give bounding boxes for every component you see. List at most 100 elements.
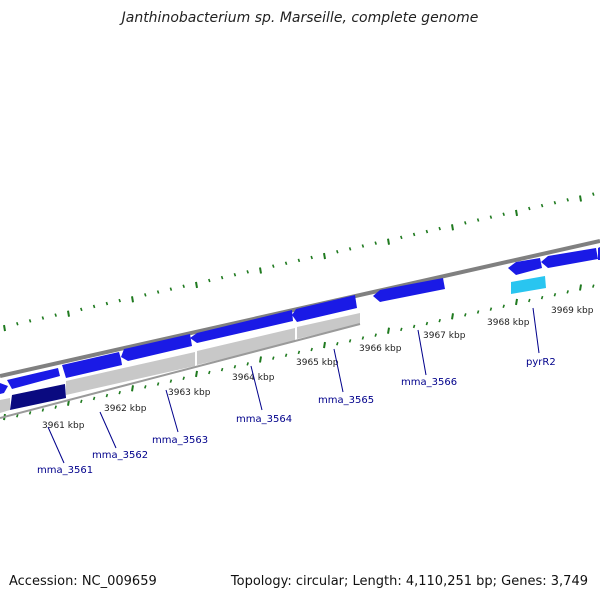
major-tick [131, 385, 134, 392]
map-title: Janthinobacterium sp. Marseille, complet… [121, 10, 479, 26]
accession-text: Accession: NC_009659 [9, 574, 157, 589]
gene-arrow-mma3563 [121, 334, 192, 361]
minor-tick [41, 316, 45, 320]
minor-tick [400, 327, 403, 332]
gene-label-mma3561: mma_3561 [37, 465, 93, 476]
minor-tick [272, 356, 275, 360]
major-tick [451, 224, 454, 231]
leader-mma3566 [417, 329, 427, 376]
gene-label-mma3564: mma_3564 [236, 414, 292, 425]
topology-text: Topology: circular; Length: 4,110,251 bp… [230, 574, 588, 589]
minor-tick [169, 287, 173, 291]
minor-tick [16, 321, 19, 326]
minor-tick [246, 362, 249, 366]
minor-tick [105, 393, 109, 398]
minor-tick [105, 301, 109, 306]
minor-tick [374, 333, 377, 337]
kbp-label: 3967 kbp [423, 331, 466, 341]
leader-mma3561 [47, 426, 65, 464]
grey-band-a [66, 352, 195, 395]
major-tick [67, 310, 70, 317]
minor-tick [169, 379, 173, 383]
kbp-label: 3965 kbp [296, 358, 339, 368]
gene-label-mma3563: mma_3563 [152, 435, 208, 446]
minor-tick [540, 203, 544, 208]
major-tick [259, 267, 262, 274]
minor-tick [182, 376, 185, 381]
minor-tick [412, 324, 416, 329]
minor-tick [348, 247, 352, 251]
minor-tick [272, 264, 275, 268]
gene-arrows [0, 247, 600, 413]
minor-tick [361, 336, 365, 340]
leader-mma3564 [250, 365, 263, 411]
minor-tick [246, 270, 249, 274]
minor-tick [464, 313, 467, 317]
minor-tick [425, 321, 429, 326]
minor-tick [310, 255, 313, 260]
major-tick [579, 284, 582, 291]
minor-tick [41, 408, 45, 412]
gene-arrow-mma3561-rev [10, 384, 66, 410]
major-tick [195, 281, 198, 289]
minor-tick [566, 290, 569, 294]
minor-tick [284, 261, 288, 265]
minor-tick [144, 385, 147, 389]
minor-tick [156, 290, 160, 294]
minor-tick [118, 390, 121, 395]
major-tick [323, 341, 326, 349]
minor-tick [528, 298, 531, 303]
grey-bands [0, 313, 361, 419]
minor-tick [464, 221, 467, 225]
major-tick [259, 356, 262, 363]
minor-tick [297, 258, 301, 263]
kbp-label: 3969 kbp [551, 306, 594, 316]
minor-tick [400, 235, 403, 240]
minor-tick [425, 229, 429, 234]
gene-arrow-pyrR2 [511, 276, 546, 294]
minor-tick [336, 341, 339, 346]
minor-tick [297, 350, 301, 355]
leader-pyrR2 [532, 307, 540, 354]
leader-mma3562 [99, 411, 117, 449]
minor-tick [502, 304, 505, 309]
gene-arrow-mma3565 [292, 295, 357, 322]
minor-tick [208, 278, 211, 283]
kbp-label: 3966 kbp [359, 344, 402, 354]
gene-label-mma3562: mma_3562 [92, 450, 148, 461]
leader-mma3563 [165, 389, 179, 433]
gene-arrow-mma3561-fwd [7, 368, 60, 389]
gene-label-mma3566: mma_3566 [401, 377, 457, 388]
minor-tick [412, 232, 416, 237]
major-tick [3, 324, 6, 332]
minor-tick [54, 313, 57, 317]
gene-leaders [47, 307, 540, 464]
minor-tick [54, 405, 57, 409]
major-tick [195, 370, 198, 378]
kbp-labels: 3961 kbp 3962 kbp 3963 kbp 3964 kbp 3965… [42, 306, 594, 431]
outer-tick-ring [3, 192, 595, 332]
minor-tick [553, 293, 557, 297]
minor-tick [28, 319, 32, 323]
gene-arrow-pseudo-left [0, 398, 10, 413]
leader-mma3565 [333, 348, 344, 393]
minor-tick [528, 206, 531, 211]
minor-tick [80, 399, 83, 404]
minor-tick [284, 353, 288, 357]
gene-arrow-mma3566 [373, 278, 445, 302]
kbp-label: 3964 kbp [232, 373, 275, 383]
minor-tick [220, 275, 224, 280]
minor-tick [80, 307, 83, 312]
minor-tick [566, 198, 569, 202]
kbp-label: 3961 kbp [42, 421, 85, 431]
gene-label-mma3565: mma_3565 [318, 395, 374, 406]
minor-tick [182, 284, 185, 289]
minor-tick [220, 367, 224, 372]
minor-tick [592, 192, 595, 196]
gene-arrow-pyrR2-neighbor [508, 258, 542, 275]
minor-tick [336, 249, 339, 254]
minor-tick [553, 201, 557, 205]
gene-names: mma_3561 mma_3562 mma_3563 mma_3564 mma_… [37, 357, 556, 476]
grey-band-edge [0, 323, 361, 419]
